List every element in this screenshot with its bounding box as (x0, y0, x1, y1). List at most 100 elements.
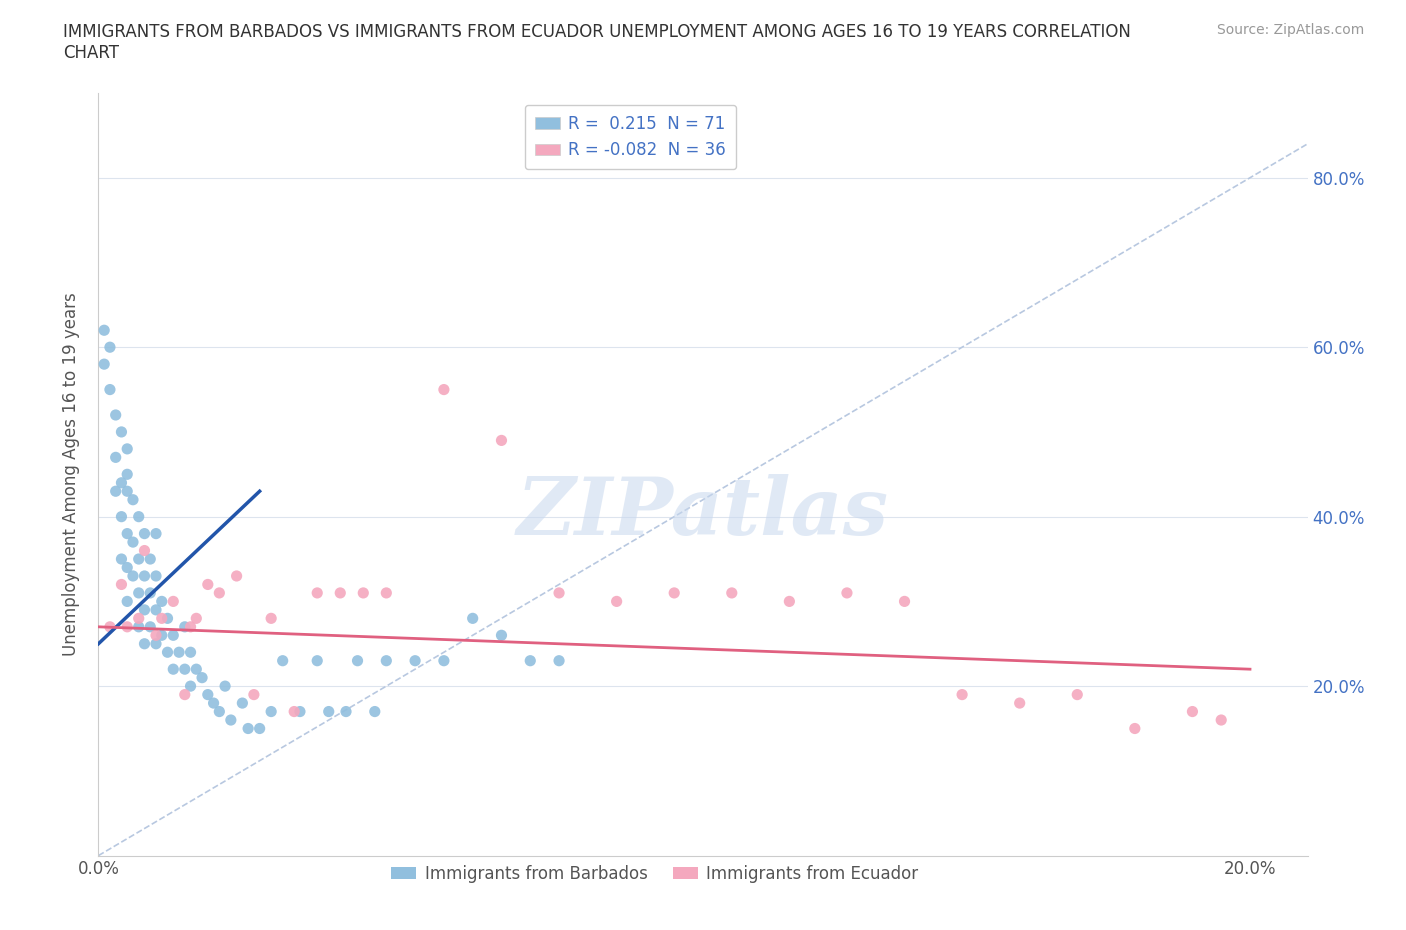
Point (307, 586, 329, 601)
Legend: Immigrants from Barbados, Immigrants from Ecuador: Immigrants from Barbados, Immigrants fro… (385, 857, 925, 889)
Point (260, 611, 283, 626)
Point (134, 603, 156, 618)
Point (1123, 721, 1146, 736)
Point (606, 594, 628, 609)
Point (128, 551, 150, 566)
Point (180, 679, 202, 694)
Point (139, 586, 162, 601)
Point (1211, 712, 1233, 727)
Point (375, 586, 398, 601)
Point (150, 594, 173, 609)
Point (1181, 704, 1204, 719)
Point (835, 586, 858, 601)
Point (128, 611, 150, 626)
Point (433, 653, 456, 668)
Point (318, 704, 340, 719)
Point (329, 586, 352, 601)
Point (115, 526, 138, 541)
Point (93, 323, 115, 338)
Point (548, 653, 571, 668)
Point (122, 535, 145, 550)
Point (249, 721, 271, 736)
Point (548, 586, 571, 601)
Point (197, 687, 219, 702)
Point (225, 568, 247, 583)
Point (208, 586, 231, 601)
Point (186, 611, 208, 626)
Point (134, 568, 156, 583)
Point (93, 357, 115, 372)
Point (243, 687, 266, 702)
Point (156, 644, 179, 659)
Point (186, 662, 208, 677)
Point (115, 484, 138, 498)
Point (156, 611, 179, 626)
Point (110, 475, 132, 490)
Point (404, 653, 426, 668)
Point (1008, 696, 1031, 711)
Point (167, 644, 190, 659)
Point (115, 560, 138, 575)
Point (375, 653, 398, 668)
Point (115, 594, 138, 609)
Point (231, 696, 253, 711)
Point (145, 603, 167, 618)
Point (180, 619, 202, 634)
Point (202, 696, 225, 711)
Point (98, 382, 121, 397)
Point (150, 611, 173, 626)
Point (145, 636, 167, 651)
Point (139, 619, 162, 634)
Point (110, 577, 132, 591)
Point (352, 586, 374, 601)
Point (134, 543, 156, 558)
Point (664, 586, 686, 601)
Point (491, 628, 513, 643)
Point (271, 653, 294, 668)
Text: IMMIGRANTS FROM BARBADOS VS IMMIGRANTS FROM ECUADOR UNEMPLOYMENT AMONG AGES 16 T: IMMIGRANTS FROM BARBADOS VS IMMIGRANTS F… (63, 23, 1132, 41)
Point (104, 407, 127, 422)
Point (173, 619, 195, 634)
Point (145, 568, 167, 583)
Point (122, 568, 145, 583)
Point (288, 704, 311, 719)
Point (1066, 687, 1088, 702)
Point (134, 526, 156, 541)
Point (134, 636, 156, 651)
Point (950, 687, 973, 702)
Point (145, 628, 167, 643)
Point (236, 721, 259, 736)
Point (173, 687, 195, 702)
Point (191, 671, 214, 685)
Point (110, 551, 132, 566)
Point (110, 510, 132, 525)
Point (162, 594, 184, 609)
Point (197, 577, 219, 591)
Point (893, 594, 915, 609)
Point (115, 442, 138, 457)
Point (208, 704, 231, 719)
Point (115, 619, 138, 634)
Point (128, 510, 150, 525)
Point (219, 712, 242, 727)
Point (519, 653, 541, 668)
Point (162, 662, 184, 677)
Point (260, 704, 283, 719)
Point (307, 653, 329, 668)
Point (214, 679, 236, 694)
Point (335, 704, 357, 719)
Point (110, 424, 132, 439)
Point (98, 339, 121, 354)
Point (364, 704, 387, 719)
Point (720, 586, 742, 601)
Point (346, 653, 368, 668)
Point (491, 433, 513, 448)
Point (115, 467, 138, 482)
Point (98, 619, 121, 634)
Text: Source: ZipAtlas.com: Source: ZipAtlas.com (1216, 23, 1364, 37)
Point (283, 704, 305, 719)
Point (433, 382, 456, 397)
Point (122, 492, 145, 507)
Point (778, 594, 800, 609)
Point (128, 619, 150, 634)
